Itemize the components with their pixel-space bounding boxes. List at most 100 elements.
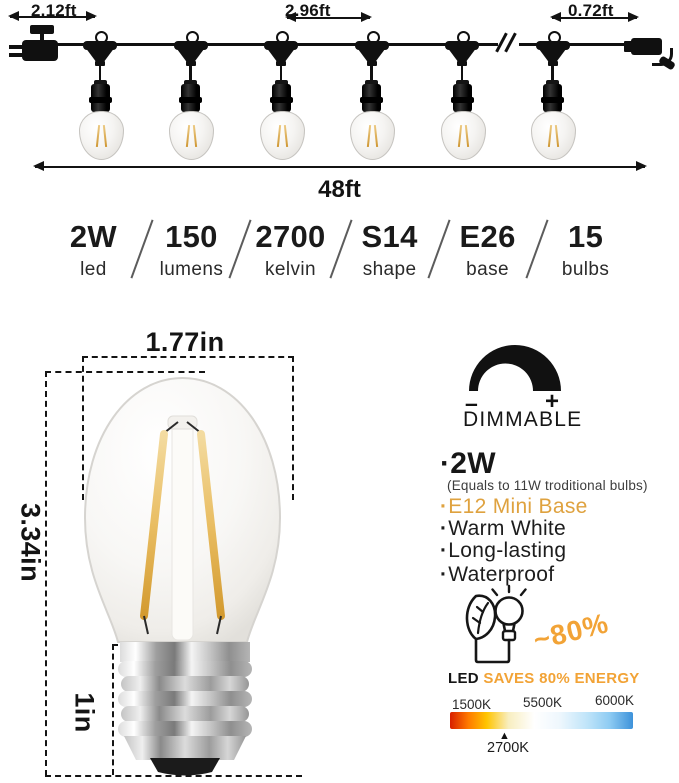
screw-base (118, 642, 252, 776)
filament (185, 124, 191, 148)
dimmer-dial-icon (469, 345, 561, 391)
spec-label: kelvin (265, 258, 316, 280)
filament (95, 124, 100, 148)
feature-text: Long-lasting (448, 539, 567, 562)
dim-plus-sign: + (545, 388, 560, 415)
energy-caption-rest: SAVES 80% ENERGY (478, 670, 640, 687)
socket-cap (93, 80, 107, 85)
spec-value: S14 (361, 219, 418, 254)
slash-divider (228, 219, 252, 279)
measure-arrow-middle (285, 12, 372, 23)
filament (373, 124, 379, 148)
drop-cord (460, 65, 464, 81)
filament (283, 124, 288, 148)
t-connector (354, 41, 389, 50)
slash-divider (427, 219, 451, 279)
feature-text: Warm White (448, 517, 567, 540)
temp-tick-1500: 1500K (452, 697, 492, 712)
filament (366, 124, 372, 148)
bullet: · (440, 563, 448, 586)
filament-rod (197, 430, 225, 620)
bullet: · (440, 495, 448, 518)
spec-shape: S14 shape (356, 216, 424, 281)
t-connector-foot (185, 61, 196, 66)
segment-length-middle: 2.96ft (285, 1, 331, 20)
spec-kelvin: 2700 kelvin (255, 216, 325, 281)
feature-waterproof: ·Waterproof (440, 563, 554, 587)
drop-cord (279, 65, 283, 81)
connector-cap (658, 55, 676, 71)
t-connector-foot (366, 61, 377, 66)
energy-caption-led: LED (448, 670, 479, 687)
socket-cap (274, 80, 288, 85)
drop-cord (551, 65, 554, 81)
t-connector-foot (95, 61, 105, 66)
socket-cap (455, 80, 469, 85)
base-measure-line (112, 644, 114, 775)
spec-value: 15 (568, 219, 604, 254)
plug-body (22, 40, 58, 61)
t-connector (264, 41, 298, 50)
spec-bulb-count: 15 bulbs (552, 216, 620, 281)
plug-prong (9, 45, 23, 49)
filament (102, 124, 107, 148)
wattage-value: 2W (450, 447, 496, 480)
specs-row: 2W led 150 lumens 2700 kelvin S14 shape … (0, 216, 679, 281)
filament-wire (143, 615, 149, 635)
wattage-note: (Equals to 11W troditional bulbs) (447, 478, 648, 493)
socket-band (360, 97, 383, 103)
spec-label: lumens (159, 258, 224, 280)
temp-marker-icon: ▲ (499, 730, 510, 742)
energy-leaf-bulb-icon (465, 584, 527, 664)
filament (276, 124, 281, 148)
hanger-clip (30, 25, 54, 34)
t-connector-foot (457, 61, 467, 66)
spec-label: bulbs (561, 258, 610, 280)
t-connector (83, 41, 117, 50)
base-contact-tip (150, 758, 220, 776)
color-temperature-bar (450, 712, 633, 729)
spec-label: shape (362, 258, 417, 280)
socket-cap (365, 80, 378, 85)
segment-length-left: 2.12ft (31, 1, 77, 20)
spec-value: 2W (69, 219, 117, 254)
t-connector-foot (547, 61, 558, 66)
socket-band (541, 97, 564, 103)
hanging-bulb (78, 111, 124, 160)
temp-tick-5500: 5500K (523, 695, 563, 710)
bulb-height-label: 3.34in (15, 503, 46, 582)
segment-length-right: 0.72ft (568, 1, 614, 20)
bullet: · (440, 539, 448, 562)
filament (547, 124, 553, 148)
bulb-stem (171, 421, 194, 641)
t-connector-foot (276, 61, 286, 66)
slash-divider (130, 219, 154, 279)
temp-marker-label: 2700K (487, 740, 529, 756)
bulb-product-image (83, 376, 282, 776)
socket-band (450, 97, 474, 103)
drop-cord (189, 65, 192, 81)
measure-arrow-right (550, 12, 639, 23)
socket-band (88, 97, 112, 103)
socket-cap (546, 80, 559, 85)
feature-warm-white: ·Warm White (440, 517, 566, 541)
filament-wire (216, 615, 222, 635)
t-connector (535, 41, 570, 50)
spec-lumens: 150 lumens (157, 216, 225, 281)
spec-wattage: 2W led (59, 216, 127, 281)
dimmable-label: DIMMABLE (463, 408, 583, 431)
hanging-bulb (440, 111, 486, 160)
t-connector (445, 41, 479, 50)
socket-band (179, 97, 202, 103)
filament (457, 124, 462, 148)
slash-divider (329, 219, 353, 279)
width-measure-box (82, 356, 294, 500)
spec-label: led (80, 258, 107, 280)
spec-base: E26 base (454, 216, 522, 281)
total-length-label: 48ft (318, 176, 361, 203)
spec-value: E26 (459, 219, 516, 254)
feature-base-type: ·E12 Mini Base (440, 495, 588, 519)
filament (554, 124, 560, 148)
plug-prong (9, 53, 23, 57)
